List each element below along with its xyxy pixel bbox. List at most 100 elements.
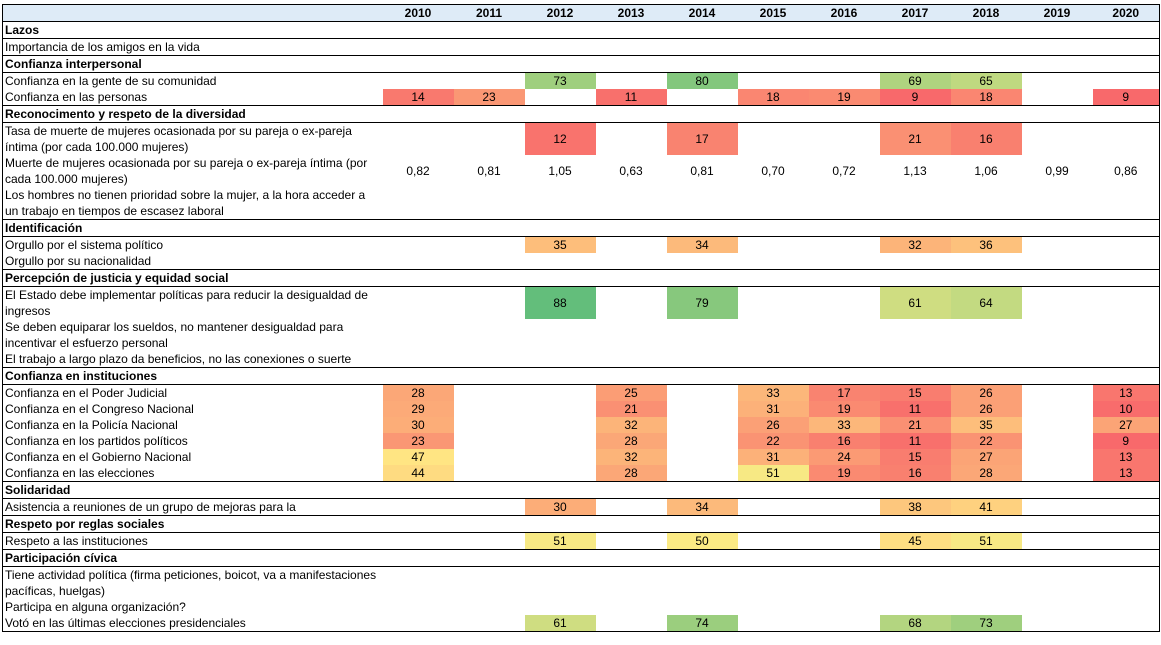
value-cell-2010[interactable] [383, 533, 454, 550]
value-cell-2012[interactable]: 73 [524, 72, 596, 89]
value-cell-2012[interactable]: 12 [524, 122, 596, 155]
value-cell-2011[interactable] [454, 615, 525, 632]
value-cell-2016[interactable] [809, 351, 880, 368]
row-label[interactable]: Muerte de mujeres ocasionada por su pare… [5, 156, 368, 186]
value-cell-2020[interactable] [1093, 123, 1160, 156]
year-header-2012[interactable]: 2012 [524, 4, 596, 22]
value-cell-2013[interactable]: 21 [595, 401, 667, 417]
value-cell-2017[interactable]: 61 [879, 286, 951, 319]
value-cell-2013[interactable]: 28 [595, 433, 667, 449]
value-cell-2019[interactable] [1022, 73, 1093, 90]
value-cell-2011[interactable] [454, 237, 525, 254]
value-cell-2016[interactable]: 19 [808, 89, 880, 106]
value-cell-2013[interactable]: 25 [595, 384, 667, 401]
row-label[interactable]: Tiene actividad política (firma peticion… [5, 568, 377, 598]
value-cell-2018[interactable]: 27 [950, 449, 1022, 465]
value-cell-2013[interactable]: 32 [595, 417, 667, 433]
value-cell-2019[interactable] [1022, 615, 1093, 632]
value-cell-2019[interactable] [1022, 465, 1093, 482]
value-cell-2012[interactable]: 61 [524, 615, 596, 632]
value-cell-2011[interactable] [454, 123, 525, 156]
value-cell-2019[interactable] [1022, 319, 1093, 351]
value-cell-2010[interactable] [383, 73, 454, 90]
value-cell-2011[interactable] [454, 385, 525, 402]
value-cell-2017[interactable]: 11 [879, 401, 951, 417]
value-cell-2017[interactable] [880, 253, 951, 270]
value-cell-2010[interactable] [383, 187, 454, 220]
row-label[interactable]: Confianza en la gente de su comunidad [5, 74, 217, 88]
value-cell-2011[interactable] [454, 253, 525, 270]
row-label[interactable]: Orgullo por su nacionalidad [5, 254, 152, 268]
value-cell-2013[interactable] [596, 187, 667, 220]
row-label[interactable]: Confianza en las elecciones [5, 466, 155, 480]
value-cell-2014[interactable] [667, 401, 738, 417]
value-cell-2017[interactable]: 45 [879, 532, 951, 550]
value-cell-2011[interactable] [454, 449, 525, 465]
value-cell-2016[interactable] [809, 319, 880, 351]
value-cell-2010[interactable] [383, 499, 454, 516]
row-label[interactable]: Votó en las últimas elecciones presidenc… [5, 616, 246, 630]
value-cell-2015[interactable] [738, 615, 809, 632]
value-cell-2017[interactable]: 38 [879, 498, 951, 516]
year-header-2019[interactable]: 2019 [1021, 4, 1093, 22]
value-cell-2015[interactable]: 22 [737, 433, 809, 449]
value-cell-2013[interactable] [596, 599, 667, 615]
value-cell-2015[interactable]: 26 [737, 417, 809, 433]
value-cell-2019[interactable] [1022, 237, 1093, 254]
value-cell-2015[interactable] [738, 287, 809, 320]
value-cell-2014[interactable] [667, 89, 738, 106]
value-cell-2016[interactable] [809, 567, 880, 600]
value-cell-2015[interactable] [738, 237, 809, 254]
row-label[interactable]: Orgullo por el sistema político [5, 238, 164, 252]
row-label[interactable]: Confianza en el Gobierno Nacional [5, 450, 192, 464]
value-cell-2010[interactable] [383, 123, 454, 156]
year-header-2015[interactable]: 2015 [737, 4, 809, 22]
row-label[interactable]: Se deben equiparar los sueldos, no mante… [5, 320, 344, 350]
value-cell-2012[interactable]: 30 [524, 498, 596, 516]
value-cell-2019[interactable] [1022, 351, 1093, 368]
value-cell-2013[interactable] [596, 319, 667, 351]
value-cell-2018[interactable]: 35 [950, 417, 1022, 433]
value-cell-2016[interactable]: 17 [808, 384, 880, 401]
year-header-2016[interactable]: 2016 [808, 4, 880, 22]
value-cell-2014[interactable]: 80 [666, 72, 738, 89]
value-cell-2013[interactable]: 32 [595, 449, 667, 465]
value-cell-2013[interactable] [596, 237, 667, 254]
value-cell-2020[interactable]: 9 [1092, 89, 1160, 106]
value-cell-2013[interactable]: 28 [595, 465, 667, 482]
value-cell-2017[interactable]: 21 [879, 122, 951, 155]
row-label[interactable]: Importancia de los amigos en la vida [5, 40, 200, 54]
value-cell-2019[interactable] [1022, 385, 1093, 402]
value-cell-2010[interactable] [383, 39, 454, 56]
value-cell-2011[interactable] [454, 417, 525, 433]
value-cell-2014[interactable]: 34 [666, 236, 738, 253]
value-cell-2018[interactable] [951, 39, 1022, 56]
row-label[interactable]: Tasa de muerte de mujeres ocasionada por… [5, 124, 352, 154]
value-cell-2015[interactable] [738, 187, 809, 220]
year-header-2014[interactable]: 2014 [666, 4, 738, 22]
year-header-2018[interactable]: 2018 [950, 4, 1022, 22]
value-cell-2015[interactable] [738, 253, 809, 270]
value-cell-2016[interactable] [809, 499, 880, 516]
value-cell-2020[interactable] [1093, 615, 1160, 632]
value-cell-2013[interactable] [596, 39, 667, 56]
row-label[interactable]: Participa en alguna organización? [5, 600, 186, 614]
value-cell-2020[interactable] [1093, 73, 1160, 90]
year-header-2013[interactable]: 2013 [595, 4, 667, 22]
value-cell-2014[interactable] [667, 253, 738, 270]
value-cell-2018[interactable]: 28 [950, 465, 1022, 482]
value-cell-2013[interactable] [596, 351, 667, 368]
value-cell-2018[interactable]: 16 [950, 122, 1022, 155]
value-cell-2010[interactable] [383, 351, 454, 368]
value-cell-2019[interactable] [1022, 433, 1093, 449]
row-label[interactable]: Los hombres no tienen prioridad sobre la… [5, 188, 366, 218]
value-cell-2020[interactable] [1093, 39, 1160, 56]
value-cell-2011[interactable] [454, 39, 525, 56]
value-cell-2014[interactable] [667, 385, 738, 402]
value-cell-2010[interactable] [383, 253, 454, 270]
value-cell-2010[interactable] [383, 237, 454, 254]
value-cell-2019[interactable] [1022, 89, 1093, 106]
value-cell-2014[interactable]: 0,81 [690, 164, 714, 178]
value-cell-2010[interactable] [383, 287, 454, 320]
value-cell-2017[interactable]: 68 [879, 615, 951, 632]
